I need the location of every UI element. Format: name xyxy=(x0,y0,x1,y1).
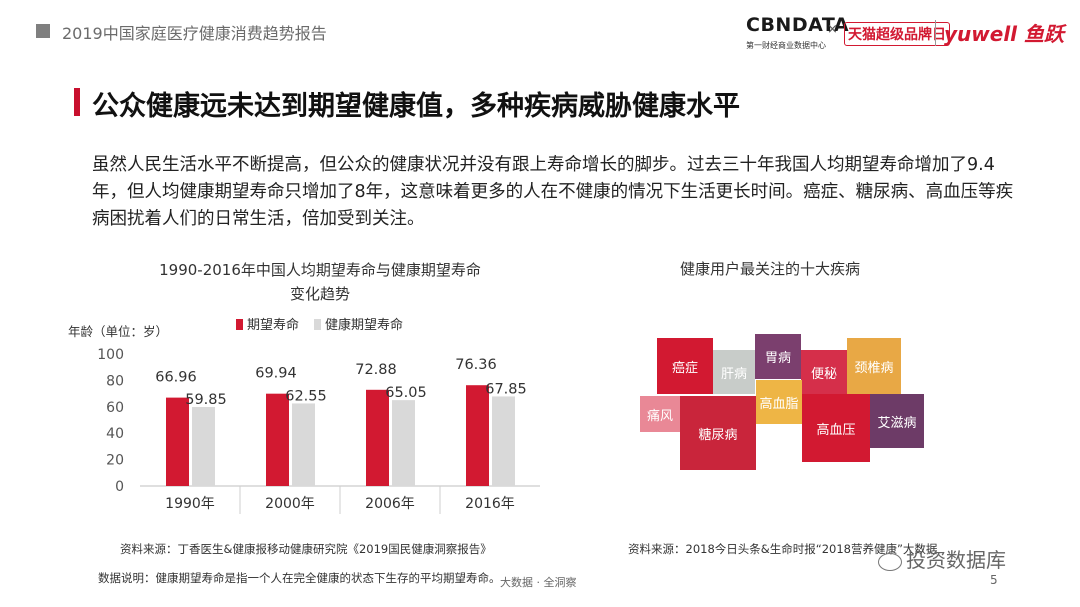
bar xyxy=(292,403,315,486)
disease-tile: 颈椎病 xyxy=(847,338,901,394)
bar xyxy=(492,396,515,486)
disease-tile-label: 癌症 xyxy=(671,360,698,376)
disease-tile: 便秘 xyxy=(801,350,847,395)
disease-tile: 肝病 xyxy=(713,350,755,394)
disease-tile: 高血压 xyxy=(802,394,870,462)
disease-tile: 胃病 xyxy=(755,334,801,379)
legend-label: 期望寿命 xyxy=(247,317,299,333)
tmall-logo: 天猫超级品牌日 xyxy=(844,22,950,46)
data-label: 62.55 xyxy=(285,388,327,404)
bar xyxy=(392,400,415,486)
logo-divider xyxy=(935,20,936,46)
bar xyxy=(466,385,489,486)
report-title: 2019中国家庭医疗健康消费趋势报告 xyxy=(62,24,327,43)
data-label: 72.88 xyxy=(355,362,397,378)
chart-title: 1990-2016年中国人均期望寿命与健康期望寿命 变化趋势 xyxy=(120,258,520,306)
page-number: 5 xyxy=(990,573,998,587)
disease-tile: 癌症 xyxy=(657,338,713,394)
legend-swatch xyxy=(236,319,243,330)
disease-tile-label: 肝病 xyxy=(720,366,747,382)
disease-tile-label: 痛风 xyxy=(646,408,673,424)
bar xyxy=(366,389,389,486)
logo-cross: × xyxy=(827,22,838,37)
header-square xyxy=(36,24,50,38)
y-tick-label: 60 xyxy=(106,400,124,416)
bar xyxy=(166,397,189,486)
source-left: 资料来源：丁香医生&健康报移动健康研究院《2019国民健康洞察报告》 xyxy=(120,542,492,556)
y-tick-label: 0 xyxy=(115,479,124,495)
disease-tile-label: 糖尿病 xyxy=(698,427,738,443)
x-tick-label: 2016年 xyxy=(465,496,515,512)
y-tick-label: 100 xyxy=(97,347,124,363)
data-note: 数据说明：健康期望寿命是指一个人在完全健康的状态下生存的平均期望寿命。 xyxy=(98,571,501,585)
source-right: 资料来源：2018今日头条&生命时报“2018营养健康”大数据 xyxy=(628,542,938,556)
intro-paragraph: 虽然人民生活水平不断提高，但公众的健康状况并没有跟上寿命增长的脚步。过去三十年我… xyxy=(92,155,1014,229)
y-tick-label: 40 xyxy=(106,426,124,442)
cbndata-logo: CBNDATA xyxy=(746,14,850,36)
disease-tile-label: 艾滋病 xyxy=(877,415,917,431)
x-tick-label: 2000年 xyxy=(265,496,315,512)
disease-tile: 糖尿病 xyxy=(680,396,756,470)
page-title: 公众健康远未达到期望健康值，多种疾病威胁健康水平 xyxy=(92,91,740,122)
disease-tile-label: 高血脂 xyxy=(759,396,799,412)
chart-title-line1: 1990-2016年中国人均期望寿命与健康期望寿命 xyxy=(159,261,481,279)
data-label: 59.85 xyxy=(185,392,227,408)
cbndata-logo-subtitle: 第一财经商业数据中心 xyxy=(746,41,826,50)
bar xyxy=(192,406,215,486)
disease-tile: 痛风 xyxy=(640,396,680,432)
disease-tile-label: 便秘 xyxy=(810,367,837,382)
footer-slogan: 大数据 · 全洞察 xyxy=(500,576,577,589)
data-label: 69.94 xyxy=(255,366,297,382)
yuwell-logo: yuwell 鱼跃 xyxy=(944,22,1064,46)
bar xyxy=(266,393,289,486)
title-accent-bar xyxy=(74,88,80,116)
chart-title-line2: 变化趋势 xyxy=(289,285,350,303)
y-tick-label: 80 xyxy=(106,373,124,389)
data-label: 67.85 xyxy=(485,381,527,397)
diseases-title: 健康用户最关注的十大疾病 xyxy=(679,260,860,278)
legend-swatch xyxy=(314,319,321,330)
data-label: 65.05 xyxy=(385,385,427,401)
disease-tile-label: 高血压 xyxy=(816,422,856,438)
data-label: 76.36 xyxy=(455,357,497,373)
legend-label: 健康期望寿命 xyxy=(325,317,403,333)
y-tick-label: 20 xyxy=(106,453,124,469)
x-tick-label: 1990年 xyxy=(165,496,215,512)
disease-tile-label: 颈椎病 xyxy=(854,360,894,376)
x-tick-label: 2006年 xyxy=(365,496,415,512)
y-axis-label: 年龄（单位：岁） xyxy=(68,324,168,339)
life-expectancy-chart: 年龄（单位：岁） 期望寿命 健康期望寿命 0 20 40 60 80 100 66.96 59.85… xyxy=(68,317,540,514)
watermark-stamp-text: 投资数据库 xyxy=(906,548,1006,572)
watermark-stamp: 投资数据库 xyxy=(878,544,1006,573)
data-label: 66.96 xyxy=(155,370,197,386)
disease-tile: 艾滋病 xyxy=(870,394,924,448)
disease-tile-label: 胃病 xyxy=(764,351,791,366)
disease-tile: 高血脂 xyxy=(756,380,802,424)
wechat-icon xyxy=(878,552,902,571)
